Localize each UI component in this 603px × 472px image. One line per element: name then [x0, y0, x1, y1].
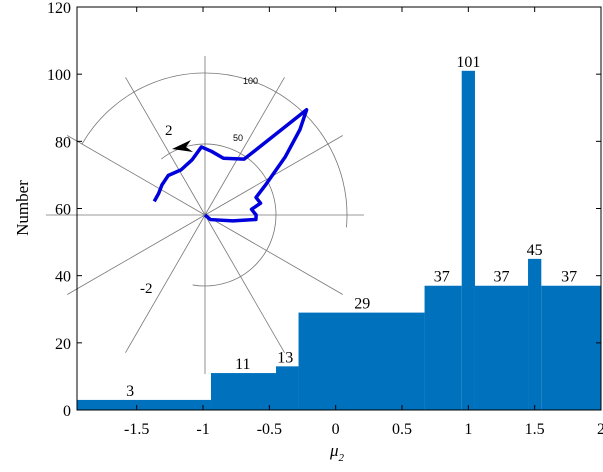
polar-spoke	[67, 135, 206, 216]
arrow-icon	[172, 140, 193, 152]
y-tick-label: 60	[55, 202, 71, 219]
polar-inset: 50 100 2 -2	[45, 55, 365, 375]
y-tick-label: 20	[55, 336, 71, 353]
bars	[77, 70, 601, 410]
bar	[275, 366, 299, 410]
y-tick-label: 100	[47, 67, 71, 84]
data-label: 13	[277, 349, 293, 366]
x-tick-label: 0	[332, 421, 340, 438]
y-tick-label: 80	[55, 134, 71, 151]
polar-angle-label: -2	[140, 281, 153, 297]
polar-angle-label: 2	[165, 123, 173, 139]
polar-spoke	[204, 77, 285, 216]
bar	[77, 399, 211, 410]
bar	[541, 285, 601, 410]
polar-ring-inner	[161, 143, 277, 287]
polar-series-line	[152, 108, 309, 223]
data-label: 37	[434, 269, 450, 286]
data-label: 101	[456, 54, 480, 71]
data-label: 37	[561, 269, 577, 286]
x-tick-label: 0.5	[392, 421, 412, 438]
polar-ring-outer	[81, 72, 348, 228]
y-tick-label: 0	[63, 403, 71, 420]
data-label: 3	[126, 383, 134, 400]
polar-spoke	[67, 214, 206, 295]
polar-spoke	[125, 77, 206, 216]
data-label: 11	[235, 356, 250, 373]
bar	[474, 285, 529, 410]
data-label: 29	[354, 296, 370, 313]
y-tick-label: 120	[47, 0, 71, 17]
bar	[210, 373, 276, 410]
data-label: 45	[527, 242, 543, 259]
data-label: 37	[494, 269, 510, 286]
x-tick-label: -1.5	[124, 421, 149, 438]
polar-ring-label: 50	[233, 133, 243, 143]
bar	[298, 312, 425, 410]
x-tick-label: 1.5	[525, 421, 545, 438]
x-axis-label-symbol: μ	[329, 441, 339, 460]
bar	[528, 258, 542, 410]
x-axis-label-subscript: 2	[339, 452, 345, 464]
bar	[461, 70, 475, 410]
data-labels: 3 11 13 29 37 101 37 45 37	[126, 54, 577, 400]
x-axis-label: μ2	[329, 441, 345, 464]
y-tick-label: 40	[55, 269, 71, 286]
polar-spoke	[204, 214, 285, 353]
x-tick-label: 2	[597, 421, 603, 438]
y-axis-label: Number	[13, 180, 32, 236]
x-tick-label: 1	[464, 421, 472, 438]
polar-ring-label: 100	[243, 76, 258, 86]
polar-spoke	[125, 214, 206, 353]
x-tick-label: -1	[196, 421, 209, 438]
x-tick-label: -0.5	[257, 421, 282, 438]
bar	[424, 285, 462, 410]
polar-spoke	[204, 214, 343, 295]
